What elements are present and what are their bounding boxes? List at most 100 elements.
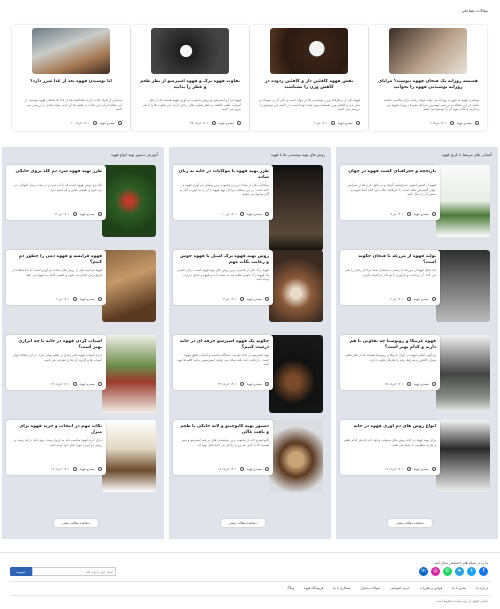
social-label: ما را در شبکه های اجتماعی دنبال کنید: [434, 561, 488, 565]
footer-links: درباره ما تماس با ما قوانین و مقررات حریم خ…: [287, 586, 488, 590]
post-title[interactable]: نکات مهم در انتخاب و خرید قهوه برای منزل: [19, 424, 102, 435]
article-title[interactable]: نقش قهوه کافئین دار و کافئین زدوده در کا…: [264, 79, 354, 90]
post-meta: بیسترو قهوه ۱۴۰۱ تیر ۴: [223, 297, 269, 301]
post-meta: بیسترو قهوه ۱۴۰۱ خرداد ۲۴: [218, 382, 269, 386]
post-title[interactable]: قهوه عربیکا و روبوستا چه تفاوتی با هم دا…: [349, 339, 436, 350]
post-title[interactable]: تولید قهوه از مزرعه تا فنجان چگونه است؟: [358, 254, 436, 265]
instagram-icon[interactable]: ◎: [431, 567, 440, 576]
more-posts-button[interactable]: مشاهده مطالب بیشتر: [221, 519, 265, 527]
post-photo[interactable]: [102, 250, 156, 322]
post-photo[interactable]: [436, 165, 490, 237]
post-title[interactable]: آسیاب کردن قهوه در خانه با چه ابزاری بهت…: [18, 339, 102, 350]
whatsapp-icon[interactable]: ✆: [443, 567, 452, 576]
post-author[interactable]: بیسترو قهوه: [79, 467, 95, 471]
column-post-card[interactable]: تولید قهوه از مزرعه تا فنجان چگونه است؟ د…: [340, 250, 440, 305]
article-title[interactable]: همیشه روزانه یک فنجان قهوه بنوشید؟ مزایا…: [378, 79, 478, 90]
post-title[interactable]: چگونه یک قهوه اسپرسو حرفه ای در خانه درس…: [179, 339, 269, 350]
post-photo[interactable]: [436, 250, 490, 322]
post-photo[interactable]: [436, 335, 490, 413]
post-author[interactable]: بیسترو قهوه: [413, 212, 429, 216]
column-post-card[interactable]: طرز تهیه قهوه سرد دم کلد بروی خانگی کلد ب…: [6, 165, 106, 220]
calendar-icon: [406, 467, 411, 471]
column-post-card[interactable]: دستور تهیه کاپوچینو و لاته خانگی با طعم …: [173, 420, 273, 475]
article-photo[interactable]: [151, 28, 229, 74]
column-post-card[interactable]: انواع روش های دم آوری قهوه در خانه برای ت…: [340, 420, 440, 475]
post-photo[interactable]: [269, 165, 323, 251]
post-title[interactable]: روش تهیه قهوه ترک اصیل با قهوه جوش و رعا…: [180, 254, 269, 265]
column-post-card[interactable]: آسیاب کردن قهوه در خانه با چه ابزاری بهت…: [6, 335, 106, 390]
post-author[interactable]: بیسترو قهوه: [413, 467, 429, 471]
article-card[interactable]: نقش قهوه کافئین دار و کافئین زدوده در کا…: [250, 25, 368, 131]
post-author[interactable]: بیسترو قهوه: [79, 297, 95, 301]
post-author[interactable]: بیسترو قهوه: [456, 121, 472, 125]
column-post-card[interactable]: روش تهیه قهوه ترک اصیل با قهوه جوش و رعا…: [173, 250, 273, 305]
newsletter-submit-button[interactable]: عضویت: [10, 567, 32, 576]
more-posts-button[interactable]: مشاهده مطالب بیشتر: [388, 519, 432, 527]
post-photo[interactable]: [269, 420, 323, 492]
column-post-card[interactable]: طرز تهیه قهوه با موکاپات در خانه به زبان…: [173, 165, 273, 220]
post-date: ۱۴۰۱ مرداد ۹: [429, 121, 447, 125]
post-photo[interactable]: [102, 165, 156, 237]
footer: ما را در شبکه های اجتماعی دنبال کنید in …: [0, 552, 500, 609]
footer-link[interactable]: فروشگاه قهوه: [304, 586, 324, 590]
calendar-icon: [406, 297, 411, 301]
post-meta: بیسترو قهوه ۱۴۰۱ تیر ۱۰: [222, 212, 269, 216]
twitter-icon[interactable]: t: [467, 567, 476, 576]
post-author[interactable]: بیسترو قهوه: [99, 121, 115, 125]
linkedin-icon[interactable]: in: [419, 567, 428, 576]
footer-link[interactable]: سوالات متداول: [360, 586, 381, 590]
article-title[interactable]: تفاوت قهوه ترک و قهوه اسپرسو از نظر طعم …: [140, 79, 240, 90]
post-excerpt: برای خرید قهوه مناسب باید به تاریخ رست، …: [14, 438, 102, 447]
post-author[interactable]: بیسترو قهوه: [246, 297, 262, 301]
article-photo[interactable]: [270, 28, 348, 74]
post-photo[interactable]: [269, 335, 323, 413]
post-author[interactable]: بیسترو قهوه: [413, 297, 429, 301]
post-author[interactable]: بیسترو قهوه: [246, 467, 262, 471]
post-title[interactable]: تاریخچه و جغرافیای کشت قهوه در جهان: [348, 169, 436, 174]
post-title[interactable]: طرز تهیه قهوه با موکاپات در خانه به زبان…: [178, 169, 269, 180]
post-excerpt: دانه های قهوه از مزرعه تا رسیدن به فنجان…: [344, 268, 436, 277]
post-excerpt: تهیه اسپرسو در خانه نیازمند دستگاه مناسب…: [177, 353, 269, 367]
footer-link[interactable]: حریم خصوصی: [390, 586, 410, 590]
post-author[interactable]: بیسترو قهوه: [79, 212, 95, 216]
copyright-text: تمامی حقوق این وب سایت محفوظ است: [436, 599, 488, 603]
column-post-card[interactable]: تاریخچه و جغرافیای کشت قهوه در جهان قهوه …: [340, 165, 440, 220]
post-title[interactable]: قهوه فرانسه و قهوه دمی را چطور دم کنیم؟: [18, 254, 102, 265]
post-author[interactable]: بیسترو قهوه: [337, 121, 353, 125]
post-date: ۱۴۰۱ تیر ۲: [314, 121, 328, 125]
facebook-icon[interactable]: f: [479, 567, 488, 576]
footer-link[interactable]: وبلاگ: [286, 586, 295, 590]
column-title: آشنایی های مرتبط با تاریخ قهوه: [441, 152, 492, 157]
newsletter-email-input[interactable]: [32, 567, 116, 576]
post-author[interactable]: بیسترو قهوه: [413, 382, 429, 386]
more-posts-button[interactable]: مشاهده مطالب بیشتر: [54, 519, 98, 527]
article-photo[interactable]: [32, 28, 110, 74]
post-title[interactable]: طرز تهیه قهوه سرد دم کلد بروی خانگی: [15, 169, 102, 174]
telegram-icon[interactable]: ➤: [455, 567, 464, 576]
footer-link[interactable]: همکاری با ما: [333, 586, 351, 590]
post-excerpt: قهوه فرانسه یکی از روش های ساده دم آوری …: [12, 268, 102, 277]
post-author[interactable]: بیسترو قهوه: [218, 121, 234, 125]
footer-link[interactable]: تماس با ما: [452, 586, 467, 590]
post-title[interactable]: دستور تهیه کاپوچینو و لاته خانگی با طعم …: [180, 424, 269, 435]
post-author[interactable]: بیسترو قهوه: [79, 382, 95, 386]
column-post-card[interactable]: قهوه عربیکا و روبوستا چه تفاوتی با هم دا…: [340, 335, 440, 390]
article-card[interactable]: تفاوت قهوه ترک و قهوه اسپرسو از نظر طعم …: [131, 25, 249, 131]
post-date: ۱۴۰۱ خرداد ۲۴: [218, 382, 237, 386]
post-photo[interactable]: [102, 335, 156, 413]
post-photo[interactable]: [269, 250, 323, 322]
column-post-card[interactable]: قهوه فرانسه و قهوه دمی را چطور دم کنیم؟ ق…: [6, 250, 106, 305]
post-photo[interactable]: [102, 420, 156, 492]
post-photo[interactable]: [436, 420, 490, 492]
footer-link[interactable]: قوانین و مقررات: [419, 586, 443, 590]
footer-link[interactable]: درباره ما: [476, 586, 488, 590]
post-author[interactable]: بیسترو قهوه: [246, 382, 262, 386]
column-post-card[interactable]: چگونه یک قهوه اسپرسو حرفه ای در خانه درس…: [173, 335, 273, 390]
article-card[interactable]: همیشه روزانه یک فنجان قهوه بنوشید؟ مزایا…: [369, 25, 487, 131]
column-post-card[interactable]: نکات مهم در انتخاب و خرید قهوه برای منزل…: [6, 420, 106, 475]
post-title[interactable]: انواع روش های دم آوری قهوه در خانه: [353, 424, 436, 429]
article-card[interactable]: آیا نوشیدن قهوه بعد از غذا ضرر دارد؟ بسیا…: [12, 25, 130, 131]
post-author[interactable]: بیسترو قهوه: [246, 212, 262, 216]
article-photo[interactable]: [389, 28, 467, 74]
article-title[interactable]: آیا نوشیدن قهوه بعد از غذا ضرر دارد؟: [30, 79, 112, 84]
